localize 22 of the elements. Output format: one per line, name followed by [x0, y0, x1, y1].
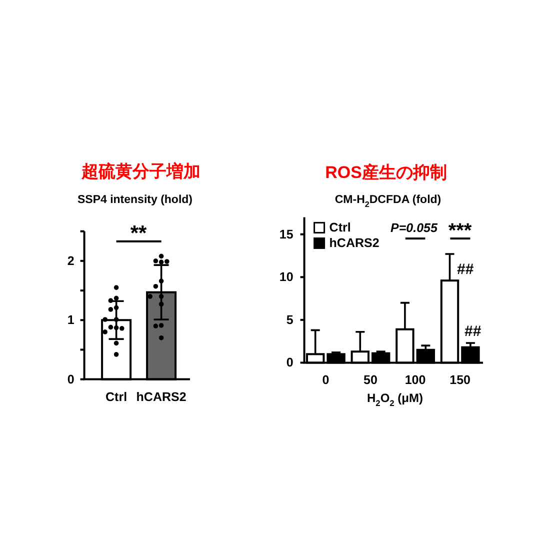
x-tick-label: 50 — [364, 373, 378, 387]
annotation: ** — [130, 222, 148, 245]
y-tick-label: 15 — [279, 227, 294, 242]
y-axis-title: SSP4 intensity (hold) — [77, 194, 193, 206]
y-tick-label: 1 — [67, 313, 74, 328]
y-axis-title: CM-H$_{2}$DCFDA (fold) — [334, 194, 442, 209]
y-tick-label: 5 — [286, 312, 294, 327]
annotation: ## — [464, 322, 482, 340]
y-tick-label: 0 — [286, 356, 294, 370]
x-tick-label: 150 — [450, 373, 471, 387]
legend-label: hCARS2 — [329, 236, 380, 250]
x-tick-label: 0 — [322, 373, 330, 387]
y-tick-label: 10 — [279, 270, 294, 284]
annotation: ## — [457, 260, 474, 278]
chart-title: ROS産生の抑制 — [325, 162, 447, 182]
legend-label: Ctrl — [329, 220, 351, 235]
annotation: P=0.055 — [390, 221, 439, 235]
chart-title: 超硫黄分子増加 — [80, 160, 200, 180]
x-axis-title: H$_{2}$O$_{2}$ (μM) — [366, 391, 424, 408]
x-tick-label: 100 — [404, 373, 426, 387]
annotation: *** — [448, 220, 472, 242]
y-tick-label: 2 — [67, 254, 74, 268]
